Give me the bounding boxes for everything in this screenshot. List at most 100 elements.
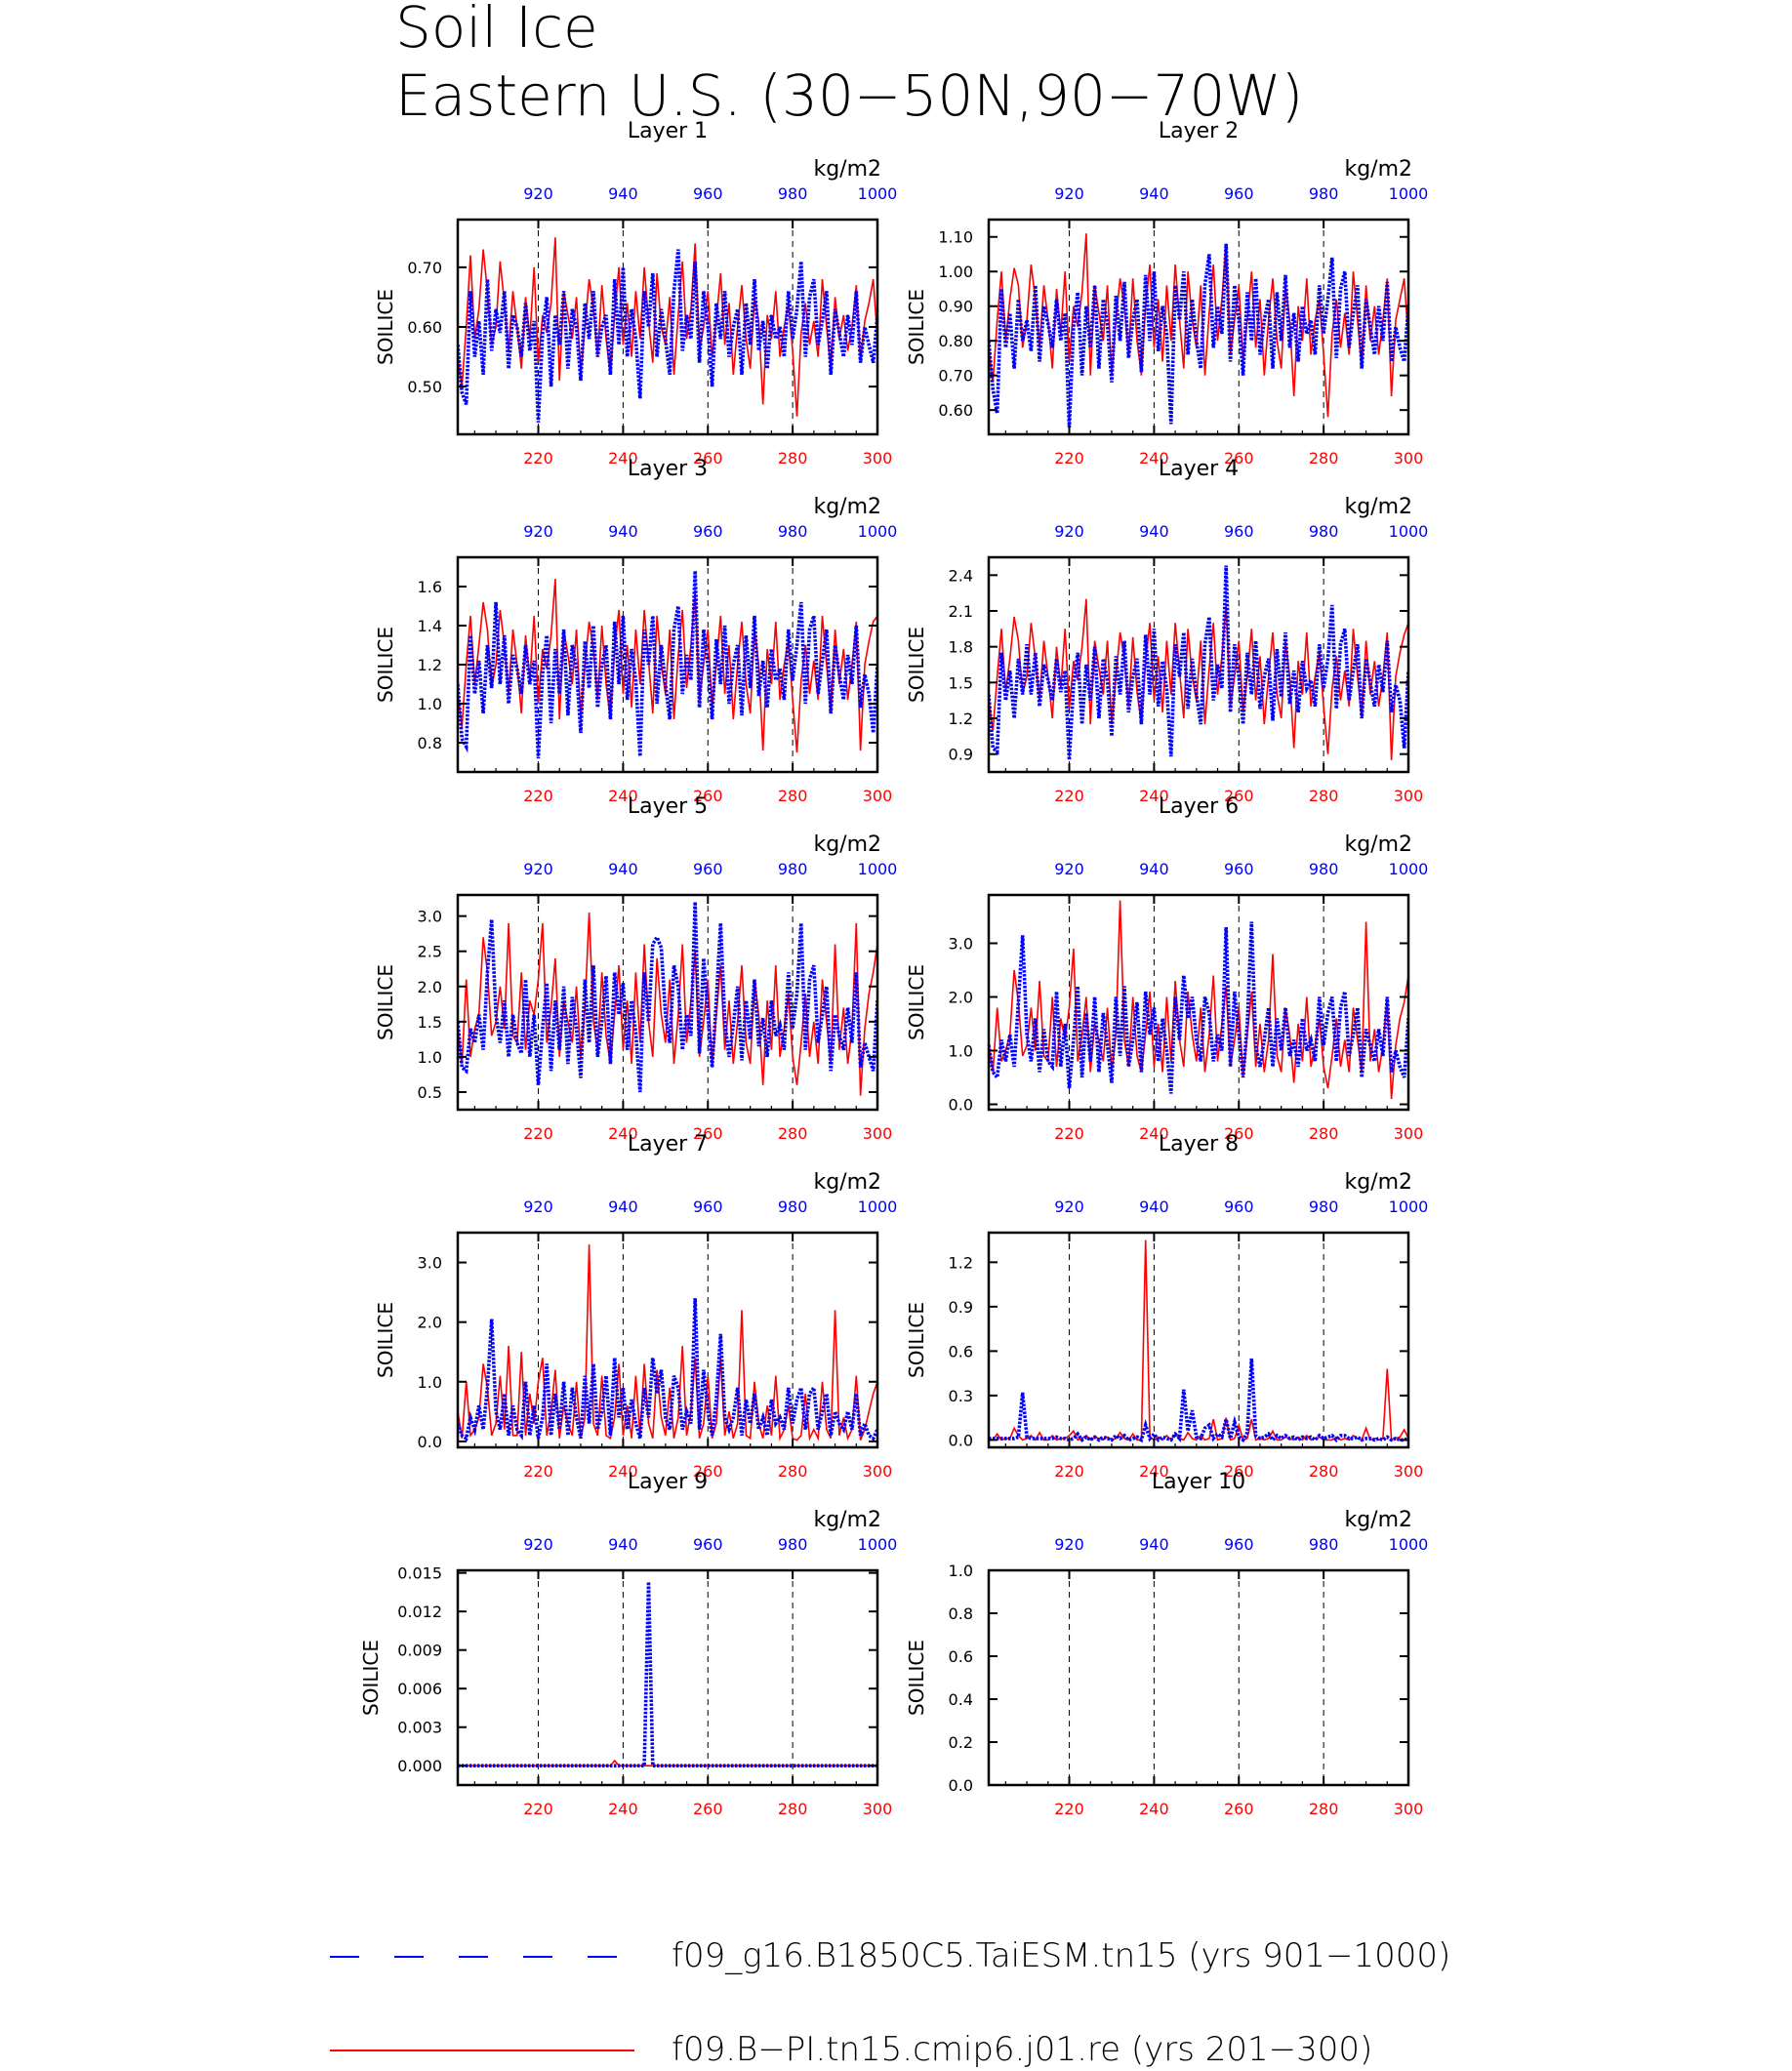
legend-label-taiesm: f09_g16.B1850C5.TaiESM.tn15 (yrs 901−100… <box>672 1936 1450 1975</box>
x-top-tick-label: 960 <box>693 1198 723 1216</box>
x-bottom-tick-label: 260 <box>693 1124 723 1143</box>
x-bottom-tick-label: 240 <box>1139 787 1169 805</box>
y-axis-label: SOILICE <box>374 627 397 703</box>
units-label: kg/m2 <box>813 832 881 857</box>
x-bottom-tick-label: 300 <box>1394 1800 1424 1818</box>
y-tick-label: 1.2 <box>418 656 442 674</box>
x-bottom-tick-label: 220 <box>523 1800 553 1818</box>
units-label: kg/m2 <box>813 157 881 182</box>
x-bottom-tick-label: 260 <box>693 787 723 805</box>
units-label: kg/m2 <box>1344 1508 1412 1532</box>
x-bottom-tick-label: 220 <box>1054 787 1084 805</box>
panel-title: Layer 10 <box>1152 1470 1245 1494</box>
y-tick-label: 0.000 <box>397 1757 442 1775</box>
x-top-tick-label: 940 <box>608 860 638 878</box>
y-tick-label: 0.0 <box>418 1433 442 1451</box>
x-bottom-tick-label: 260 <box>1224 787 1254 805</box>
x-top-tick-label: 920 <box>523 184 553 203</box>
x-top-tick-label: 920 <box>523 860 553 878</box>
y-tick-label: 1.8 <box>949 638 973 657</box>
x-top-tick-label: 1000 <box>1389 1198 1429 1216</box>
series-line-cmip6 <box>989 900 1408 1100</box>
y-tick-label: 1.2 <box>949 710 973 728</box>
y-tick-label: 0.60 <box>938 401 973 420</box>
x-top-tick-label: 1000 <box>858 1535 898 1554</box>
plot-frame <box>987 1568 1410 1787</box>
y-tick-label: 1.5 <box>418 1013 442 1032</box>
y-tick-label: 1.0 <box>949 1562 973 1580</box>
y-tick-label: 1.4 <box>418 617 442 635</box>
x-top-tick-label: 1000 <box>858 184 898 203</box>
units-label: kg/m2 <box>1344 495 1412 519</box>
x-bottom-tick-label: 220 <box>1054 1800 1084 1818</box>
panel-title: Layer 1 <box>628 119 708 143</box>
y-tick-label: 1.6 <box>418 578 442 596</box>
x-bottom-tick-label: 280 <box>778 787 808 805</box>
x-top-tick-label: 920 <box>1054 184 1084 203</box>
x-top-tick-label: 1000 <box>858 860 898 878</box>
y-axis-label: SOILICE <box>905 1640 928 1716</box>
y-tick-label: 0.80 <box>938 332 973 350</box>
x-top-tick-label: 940 <box>608 1535 638 1554</box>
x-bottom-tick-label: 240 <box>608 1462 638 1481</box>
plot-frame <box>456 1231 879 1449</box>
x-top-tick-label: 980 <box>778 1535 808 1554</box>
y-tick-label: 3.0 <box>949 935 973 954</box>
y-tick-label: 1.0 <box>418 1048 442 1067</box>
x-bottom-tick-label: 260 <box>1224 1800 1254 1818</box>
y-tick-label: 2.0 <box>949 989 973 1007</box>
y-tick-label: 1.5 <box>949 673 973 692</box>
x-bottom-tick-label: 280 <box>1309 1462 1339 1481</box>
x-bottom-tick-label: 300 <box>863 787 893 805</box>
y-tick-label: 0.0 <box>949 1776 973 1795</box>
x-bottom-tick-label: 220 <box>523 1462 553 1481</box>
x-bottom-tick-label: 220 <box>1054 1462 1084 1481</box>
panel-layer-9: Layer 9 kg/m2 SOILICE 0.000 0.003 0.006 0.009 0… <box>359 1470 897 1818</box>
figure-title-line1: Soil Ice <box>395 0 598 61</box>
x-top-tick-label: 940 <box>1139 1198 1169 1216</box>
y-axis-label: SOILICE <box>905 627 928 703</box>
series-line-cmip6 <box>458 237 877 417</box>
x-bottom-tick-label: 260 <box>1224 449 1254 467</box>
units-label: kg/m2 <box>1344 832 1412 857</box>
y-tick-label: 2.0 <box>418 978 442 996</box>
x-top-tick-label: 1000 <box>1389 1535 1429 1554</box>
y-tick-label: 0.6 <box>949 1342 973 1360</box>
x-bottom-tick-label: 260 <box>1224 1124 1254 1143</box>
y-tick-label: 0.006 <box>397 1680 442 1698</box>
y-axis-label: SOILICE <box>905 964 928 1040</box>
panel-title: Layer 8 <box>1159 1132 1239 1157</box>
x-bottom-tick-label: 220 <box>523 787 553 805</box>
plot-frame <box>987 218 1410 436</box>
x-top-tick-label: 960 <box>1224 860 1254 878</box>
x-top-tick-label: 980 <box>778 860 808 878</box>
panel-title: Layer 4 <box>1159 457 1239 481</box>
x-bottom-tick-label: 280 <box>778 1462 808 1481</box>
y-tick-label: 2.5 <box>418 943 442 961</box>
x-bottom-tick-label: 300 <box>863 1124 893 1143</box>
y-tick-label: 0.2 <box>949 1733 973 1752</box>
x-top-tick-label: 940 <box>1139 184 1169 203</box>
y-axis-label: SOILICE <box>374 289 397 365</box>
panel-title: Layer 5 <box>628 794 708 819</box>
x-top-tick-label: 940 <box>1139 1535 1169 1554</box>
plot-frame <box>456 893 879 1112</box>
x-bottom-tick-label: 280 <box>778 1800 808 1818</box>
series-line-taiesm <box>458 1581 877 1767</box>
panel-layer-2: Layer 2 kg/m2 SOILICE 0.60 0.70 0.80 0.90 1.00 1… <box>905 119 1428 467</box>
x-bottom-tick-label: 260 <box>693 1800 723 1818</box>
x-bottom-tick-label: 240 <box>608 1124 638 1143</box>
y-tick-label: 0.9 <box>949 1298 973 1317</box>
plot-frame <box>987 1231 1410 1449</box>
x-bottom-tick-label: 280 <box>1309 1800 1339 1818</box>
x-top-tick-label: 960 <box>1224 184 1254 203</box>
x-top-tick-label: 960 <box>693 1535 723 1554</box>
panel-title: Layer 9 <box>628 1470 708 1494</box>
x-top-tick-label: 960 <box>693 184 723 203</box>
units-label: kg/m2 <box>813 1170 881 1195</box>
x-bottom-tick-label: 280 <box>778 449 808 467</box>
plot-frame <box>987 555 1410 774</box>
series-line-taiesm <box>989 565 1408 760</box>
x-bottom-tick-label: 240 <box>1139 1800 1169 1818</box>
x-bottom-tick-label: 300 <box>863 1800 893 1818</box>
